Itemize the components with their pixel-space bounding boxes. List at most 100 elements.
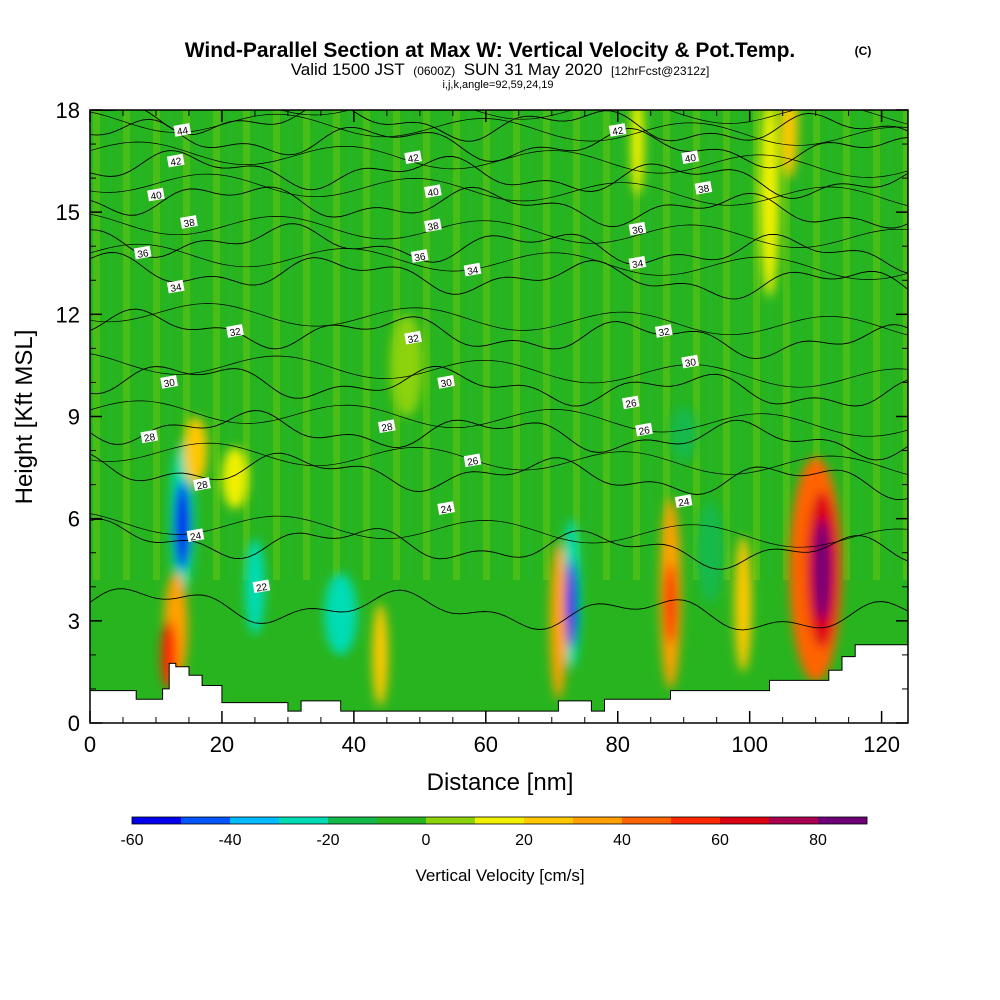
contour-label-text: 42: [170, 156, 183, 169]
contour-label-text: 34: [466, 265, 479, 278]
y-tick-label: 18: [56, 98, 80, 123]
contour-label-text: 34: [631, 258, 644, 271]
contour-label-text: 26: [625, 398, 638, 411]
contour-label: 36: [133, 245, 152, 261]
contour-label-text: 28: [381, 422, 394, 435]
colorbar-swatch: [230, 817, 280, 824]
velocity-cell: [372, 603, 389, 706]
contour-label: 38: [180, 215, 198, 230]
contour-label-box: [628, 221, 647, 236]
contour-label-text: 30: [440, 377, 453, 390]
isentrope-line: [90, 213, 908, 248]
y-tick-label: 6: [68, 507, 80, 532]
x-tick-label: 60: [474, 732, 498, 757]
isentrope-line: [90, 150, 908, 199]
contour-label-box: [681, 354, 700, 369]
contour-label-text: 32: [229, 326, 242, 339]
terrain-mask: [90, 644, 908, 723]
colorbar-swatch: [426, 817, 476, 824]
isentrope-line: [90, 353, 908, 388]
contour-label-box: [160, 375, 178, 389]
contour-label-text: 28: [196, 480, 209, 493]
contour-label: 34: [166, 279, 185, 295]
colorbar-swatch: [671, 817, 721, 824]
contour-label: 42: [166, 153, 185, 169]
valid-time-line: Valid 1500 JST (0600Z) SUN 31 May 2020 […: [291, 60, 710, 79]
contour-label-box: [635, 422, 653, 437]
isentrope-line: [90, 223, 908, 274]
colorbar-tick-label: 0: [422, 832, 431, 849]
isentrope-line: [90, 588, 908, 631]
x-tick-label: 80: [605, 732, 629, 757]
plot-area: 44 42 40 38 36 34 32 30 28 28 24 22 42 40 38 36 34 32 30 28…: [90, 110, 908, 723]
contour-label-text: 42: [407, 153, 420, 166]
contour-label: 36: [410, 249, 429, 264]
contour-label-text: 22: [255, 582, 268, 595]
contour-label-box: [166, 279, 185, 294]
velocity-field-cells: [161, 110, 843, 706]
velocity-cell: [324, 573, 358, 655]
velocity-cell: [813, 518, 831, 621]
contour-label: 38: [694, 181, 713, 196]
contour-label-box: [621, 395, 640, 410]
velocity-cell: [670, 406, 697, 461]
velocity-cell: [390, 314, 424, 417]
contour-label-text: 42: [612, 125, 625, 138]
x-tick-label: 100: [731, 732, 768, 757]
colorbar-label: Vertical Velocity [cm/s]: [415, 866, 584, 885]
contour-label: 40: [147, 187, 165, 203]
velocity-field-streaks: [90, 110, 908, 580]
colorbar-tick-label: 20: [515, 832, 533, 849]
contour-label-text: 28: [143, 432, 156, 445]
isentrope-line: [92, 110, 908, 125]
contour-label-text: 30: [163, 377, 176, 390]
colorbar-swatch: [573, 817, 623, 824]
contour-label-text: 36: [631, 224, 644, 237]
contour-label-text: 36: [137, 248, 150, 261]
isentrope-line: [90, 186, 908, 229]
contour-label: 30: [681, 354, 700, 370]
contour-label-box: [173, 123, 192, 137]
contour-label-text: 40: [684, 153, 697, 166]
isentrope-line: [90, 442, 908, 475]
y-tick-label: 3: [68, 609, 80, 634]
contour-label-box: [681, 150, 700, 165]
colorbar-swatch: [328, 817, 378, 824]
colorbar-tick-label: 60: [711, 832, 729, 849]
velocity-cell: [565, 559, 578, 649]
colorbar-swatch: [377, 817, 427, 824]
contour-label-box: [193, 477, 211, 491]
isentrope-line: [90, 118, 908, 169]
contour-label-text: 38: [427, 221, 440, 234]
contour-label: 32: [654, 324, 673, 339]
colorbar-swatch: [181, 817, 231, 824]
contour-label-box: [437, 501, 455, 515]
figure-header: Wind-Parallel Section at Max W: Vertical…: [185, 39, 872, 91]
colorbar: -60 -40 -20 0 20 40 60 80: [120, 816, 868, 849]
contour-label-box: [404, 330, 422, 345]
contour-label: 40: [681, 150, 700, 166]
isentrope-line: [90, 110, 908, 142]
contour-label-box: [608, 123, 627, 137]
colorbar-swatch: [475, 817, 525, 824]
contour-label-box: [654, 324, 673, 338]
contour-label: 28: [140, 429, 159, 445]
contour-label: 28: [193, 477, 211, 493]
isentrope-line: [90, 518, 908, 570]
contour-label-text: 24: [189, 531, 202, 544]
contour-label-box: [463, 262, 482, 277]
contour-label-box: [133, 245, 152, 260]
colorbar-tick-label: 40: [613, 832, 631, 849]
isentrope-line: [90, 513, 908, 548]
contour-label: 36: [628, 221, 647, 237]
colorbar-swatch: [132, 817, 182, 824]
velocity-cell: [759, 110, 780, 298]
isentrope-line: [90, 111, 908, 146]
velocity-cell: [696, 501, 724, 604]
x-tick-label: 0: [84, 732, 96, 757]
contour-label: 24: [437, 501, 455, 516]
contour-label-text: 32: [407, 333, 420, 346]
contour-label-box: [463, 453, 482, 468]
colorbar-swatch: [818, 817, 868, 824]
